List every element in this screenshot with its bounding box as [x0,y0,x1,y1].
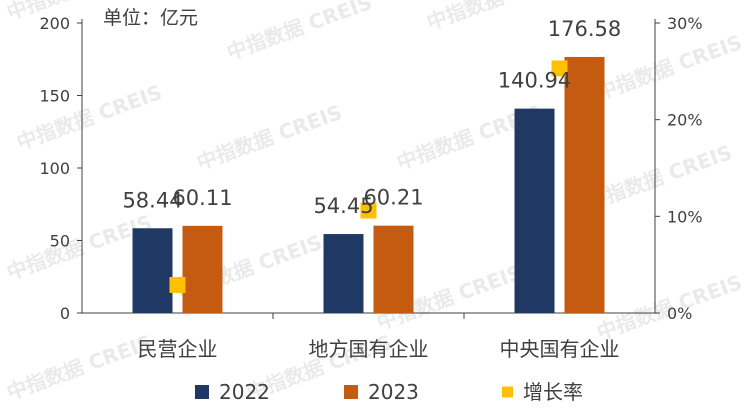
right-tick-label: 0% [667,304,692,323]
axes: 0 50 100 150 200 0% 10% 20% 30% 民营企业 地方国有企业 中央国有企业 [39,14,702,361]
left-tick-label: 200 [39,14,70,33]
right-tick-label: 20% [667,111,703,130]
bar-2023 [564,56,605,314]
left-tick-label: 100 [39,159,70,178]
growth-marker [169,276,186,293]
data-label-2022: 54.45 [313,194,373,218]
watermark-text: 中指数据 CREIS [224,0,376,65]
legend-label: 2023 [368,380,419,404]
watermark-text: 中指数据 CREIS [4,330,156,405]
data-label-2023: 176.58 [548,17,621,41]
legend-label: 2022 [219,380,270,404]
legend-swatch [502,386,513,398]
unit-label: 单位：亿元 [103,7,198,29]
category-label: 中央国有企业 [500,337,620,361]
legend-swatch [195,385,209,399]
legend: 2022 2023 增长率 [195,380,583,404]
data-label-2022: 58.44 [122,188,182,212]
left-tick-label: 0 [60,304,70,323]
watermark-text: 中指数据 CREIS [4,210,156,285]
category-label: 地方国有企业 [309,337,429,361]
data-label-2023: 60.11 [172,186,232,210]
right-tick-label: 10% [667,207,703,226]
watermark-text: 中指数据 CREIS [584,140,736,215]
bar-2023 [182,225,223,313]
bar-2022 [514,108,555,314]
watermark-text: 中指数据 CREIS [14,80,166,155]
category-label: 民营企业 [138,337,218,361]
watermark-text: 中指数据 CREIS [194,100,346,175]
watermark-text: 中指数据 CREIS [594,30,744,105]
data-label-2023: 60.21 [363,186,423,210]
legend-label: 增长率 [523,380,583,404]
left-tick-label: 50 [50,232,70,251]
growth-marker [360,202,377,219]
bar-2022 [132,228,173,313]
bars [132,56,605,314]
left-tick-label: 150 [39,87,70,106]
legend-swatch [344,385,358,399]
growth-marker [551,60,568,77]
growth-markers [169,60,568,293]
data-label-2022: 140.94 [498,69,571,93]
bar-2022 [323,234,364,313]
bar-2023 [373,225,414,313]
right-tick-label: 30% [667,14,703,33]
